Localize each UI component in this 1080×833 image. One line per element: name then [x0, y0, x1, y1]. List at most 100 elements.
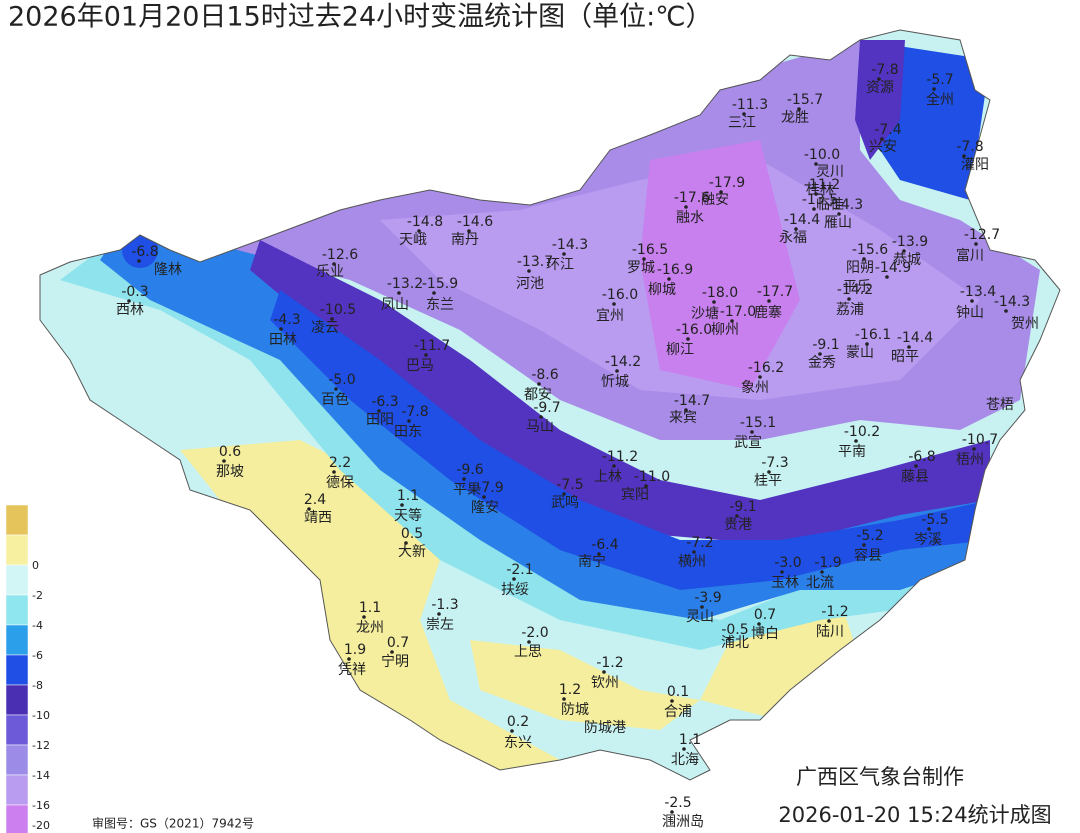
- station-dot: [758, 375, 762, 379]
- station-dot: [362, 615, 366, 619]
- legend-swatch: [5, 654, 29, 686]
- approval: 审图号：GS（2021）7942号: [92, 816, 254, 831]
- station-name: 靖西: [304, 510, 332, 526]
- station-name: 龙胜: [781, 110, 809, 126]
- station-name: 河池: [516, 276, 544, 292]
- station-value: 1.2: [559, 682, 581, 698]
- station-value: -3.9: [694, 590, 721, 606]
- station-dot: [404, 541, 408, 545]
- legend-label: -2: [32, 589, 43, 602]
- station-name: 崇左: [426, 617, 454, 633]
- station-name: 武鸣: [551, 494, 579, 511]
- station-dot: [537, 382, 541, 386]
- station-dot: [730, 319, 734, 323]
- station-dot: [437, 612, 441, 616]
- station-dot: [877, 77, 881, 81]
- station-value: -14.6: [457, 214, 493, 230]
- station-dot: [932, 87, 936, 91]
- station-dot: [735, 514, 739, 518]
- station-dot: [332, 470, 336, 474]
- station-name: 合浦: [664, 704, 692, 720]
- station-name: 田林: [269, 332, 297, 348]
- station-value: -14.3: [827, 197, 863, 213]
- station-dot: [424, 353, 428, 357]
- station-dot: [742, 112, 746, 116]
- station-name: 桂平: [754, 473, 782, 489]
- station-value: -1.3: [431, 597, 458, 613]
- station-value: -16.0: [602, 287, 638, 303]
- station-value: -14.2: [605, 354, 641, 370]
- station-dot: [914, 464, 918, 468]
- station-value: -15.7: [787, 92, 823, 108]
- station-name: 宜州: [596, 308, 624, 324]
- station-name: 灵山: [686, 609, 714, 625]
- station-value: -13.9: [892, 234, 928, 250]
- station-name: 阳朔: [846, 260, 874, 276]
- station-name: 东兴: [504, 735, 532, 751]
- station-value: 0.2: [507, 714, 529, 730]
- legend-label: -14: [32, 769, 50, 782]
- station-dot: [334, 387, 338, 391]
- legend-label: -10: [32, 709, 50, 722]
- station-name: 北流: [806, 575, 834, 591]
- station-name: 恭城: [893, 252, 921, 268]
- station-name: 乐业: [316, 264, 344, 280]
- station-name: 田东: [394, 424, 422, 440]
- legend-swatch: [5, 684, 29, 716]
- station-dot: [812, 207, 816, 211]
- station-value: -17.9: [709, 175, 745, 191]
- station-value: -6.8: [131, 244, 158, 260]
- legend-swatch: [5, 714, 29, 746]
- station-value: -7.8: [956, 139, 983, 155]
- station-name: 防城: [561, 702, 589, 718]
- station-value: -2.5: [664, 795, 691, 811]
- station-dot: [562, 492, 566, 496]
- station-dot: [127, 299, 131, 303]
- station-dot: [880, 137, 884, 141]
- province-border: [39, 29, 1061, 781]
- station-value: -5.0: [328, 372, 355, 388]
- station-name: 博白: [751, 625, 779, 642]
- station-dot: [862, 543, 866, 547]
- station-name: 平乐: [843, 279, 871, 295]
- legend-swatch: [5, 564, 29, 596]
- station-value: -2.0: [521, 625, 548, 641]
- station-dot: [407, 419, 411, 423]
- station-value: -3.0: [774, 555, 801, 571]
- station-dot: [684, 408, 688, 412]
- legend-label: -20: [32, 819, 50, 832]
- station-dot: [397, 291, 401, 295]
- station-name: 百色: [321, 391, 349, 408]
- station-value: -9.6: [456, 462, 483, 478]
- station-name: 田阳: [366, 412, 394, 428]
- station-value: -5.2: [856, 528, 883, 544]
- station-value: -7.5: [556, 477, 583, 493]
- station-name: 上思: [514, 644, 542, 660]
- station-name: 德保: [326, 475, 354, 491]
- station-dot: [837, 212, 841, 216]
- station-value: -6.3: [371, 394, 398, 410]
- legend-swatch: [5, 744, 29, 776]
- station-dot: [682, 747, 686, 751]
- station-name: 隆林: [154, 262, 182, 278]
- station-dot: [902, 249, 906, 253]
- station-dot: [862, 257, 866, 261]
- station-name: 灌阳: [961, 157, 989, 173]
- station-dot: [307, 507, 311, 511]
- station-name: 柳城: [648, 281, 676, 298]
- station-value: 2.4: [304, 492, 326, 508]
- station-value: -16.2: [748, 360, 784, 376]
- station-name: 富川: [956, 247, 984, 264]
- station-name: 大新: [398, 544, 426, 560]
- station-name: 上林: [594, 469, 622, 485]
- station-dot: [847, 297, 851, 301]
- station-value: -9.1: [729, 499, 756, 515]
- station-name: 玉林: [771, 575, 799, 591]
- station-dot: [970, 299, 974, 303]
- station-dot: [794, 227, 798, 231]
- station-name: 融安: [701, 192, 729, 208]
- station-value: 0.6: [219, 444, 241, 460]
- station-dot: [482, 495, 486, 499]
- station-name: 桂林: [806, 182, 834, 198]
- legend-swatch: [5, 774, 29, 806]
